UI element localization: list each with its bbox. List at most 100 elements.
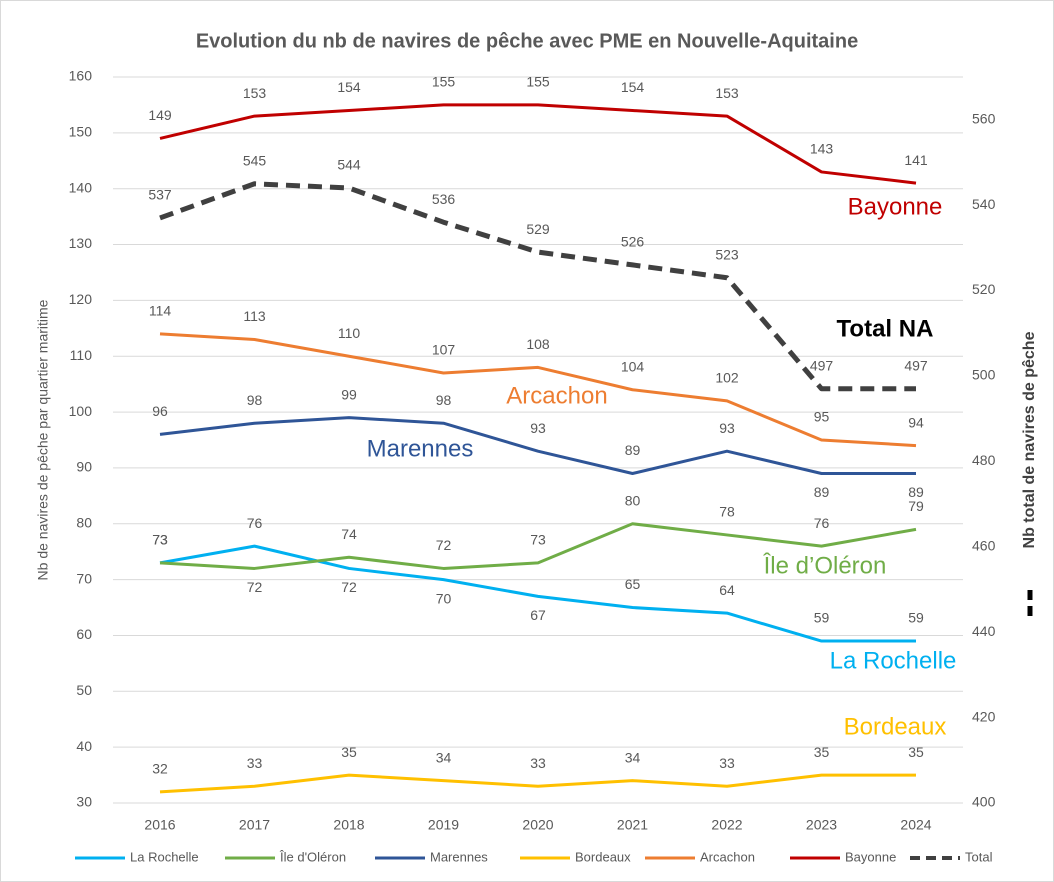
series-line (159, 181, 916, 392)
y2-tick-label: 440 (972, 623, 996, 639)
series-line (159, 416, 916, 476)
y2-tick-label: 540 (972, 196, 996, 212)
x-tick-label: 2020 (522, 817, 553, 833)
y2-tick-label: 560 (972, 110, 996, 126)
data-label: 64 (719, 582, 735, 598)
x-tick-label: 2017 (239, 817, 270, 833)
data-label: 80 (625, 492, 641, 508)
series-annotation: Arcachon (506, 382, 607, 409)
data-label: 72 (436, 537, 452, 553)
x-tick-label: 2024 (900, 817, 931, 833)
x-tick-label: 2016 (144, 817, 175, 833)
chart-title: Evolution du nb de navires de pêche avec… (196, 30, 858, 52)
x-tick-label: 2018 (333, 817, 364, 833)
data-label: 89 (625, 442, 641, 458)
y2-tick-label: 480 (972, 452, 996, 468)
y-tick-label: 90 (76, 459, 92, 475)
legend-label: Marennes (430, 849, 488, 864)
legend-label: La Rochelle (130, 849, 199, 864)
data-label: 33 (247, 755, 263, 771)
data-label: 34 (436, 749, 452, 765)
y-tick-label: 150 (69, 124, 93, 140)
data-label: 93 (719, 420, 735, 436)
y2-tick-label: 520 (972, 281, 996, 297)
series-line (159, 773, 916, 794)
data-label: 76 (814, 515, 830, 531)
series-line (159, 332, 917, 448)
data-label: 114 (149, 303, 172, 319)
x-tick-label: 2021 (617, 817, 648, 833)
y2-tick-label: 420 (972, 708, 996, 724)
data-label: 73 (152, 532, 168, 548)
data-label: 537 (148, 187, 172, 203)
legend-label: Bayonne (845, 849, 896, 864)
data-label: 113 (243, 308, 266, 324)
data-label: 154 (337, 79, 361, 95)
data-label: 73 (152, 532, 168, 548)
y-tick-label: 100 (69, 403, 93, 419)
y-tick-label: 80 (76, 514, 92, 530)
data-label: 108 (526, 336, 550, 352)
data-label: 72 (341, 579, 357, 595)
series-line (159, 522, 917, 570)
y-tick-label: 30 (76, 794, 92, 810)
y-axis-title: Nb de navires de pêche par quartier mari… (35, 299, 51, 580)
data-label: 153 (715, 85, 739, 101)
data-label: 59 (908, 610, 924, 626)
data-label: 79 (908, 498, 924, 514)
y-tick-label: 40 (76, 738, 92, 754)
y-tick-label: 60 (76, 626, 92, 642)
data-label: 32 (152, 761, 168, 777)
data-label: 529 (526, 221, 550, 237)
data-label: 35 (814, 744, 830, 760)
data-label: 545 (243, 152, 267, 168)
y-tick-label: 140 (69, 179, 93, 195)
data-label: 98 (436, 392, 452, 408)
data-label: 65 (625, 576, 641, 592)
data-label: 76 (247, 515, 263, 531)
data-label: 89 (814, 484, 830, 500)
y2-tick-label: 500 (972, 367, 996, 383)
data-label: 526 (621, 234, 645, 250)
data-label: 154 (621, 79, 645, 95)
series-annotation: La Rochelle (830, 647, 957, 674)
data-label: 93 (530, 420, 546, 436)
legend-label: Bordeaux (575, 849, 631, 864)
data-label: 73 (530, 532, 546, 548)
series-annotation: Marennes (367, 435, 474, 462)
data-label: 536 (432, 191, 456, 207)
series-line (159, 103, 917, 185)
data-label: 98 (247, 392, 263, 408)
x-tick-label: 2019 (428, 817, 459, 833)
legend-label: Total (965, 849, 993, 864)
data-label: 94 (908, 414, 924, 430)
data-label: 99 (341, 386, 357, 402)
series-annotation: Total NA (837, 315, 934, 342)
data-label: 107 (432, 342, 456, 358)
data-label: 102 (715, 370, 739, 386)
y2-tick-label: 460 (972, 537, 996, 553)
data-label: 141 (904, 152, 928, 168)
series-annotation: Bayonne (848, 193, 943, 220)
data-label: 149 (148, 107, 172, 123)
data-label: 497 (810, 357, 834, 373)
y-tick-label: 160 (69, 68, 93, 84)
data-label: 33 (719, 755, 735, 771)
data-label: 33 (530, 755, 546, 771)
data-label: 497 (904, 357, 928, 373)
x-tick-label: 2022 (711, 817, 742, 833)
data-label: 35 (908, 744, 924, 760)
series-annotation: Île d’Oléron (763, 552, 887, 579)
data-label: 34 (625, 749, 641, 765)
data-label: 96 (152, 403, 168, 419)
data-label: 523 (715, 246, 739, 262)
y-tick-label: 110 (70, 347, 93, 363)
data-label: 155 (432, 74, 456, 90)
data-label: 155 (526, 74, 550, 90)
data-label: 153 (243, 85, 267, 101)
y-tick-label: 50 (76, 682, 92, 698)
data-label: 70 (436, 590, 452, 606)
y2-tick-label: 400 (972, 794, 996, 810)
